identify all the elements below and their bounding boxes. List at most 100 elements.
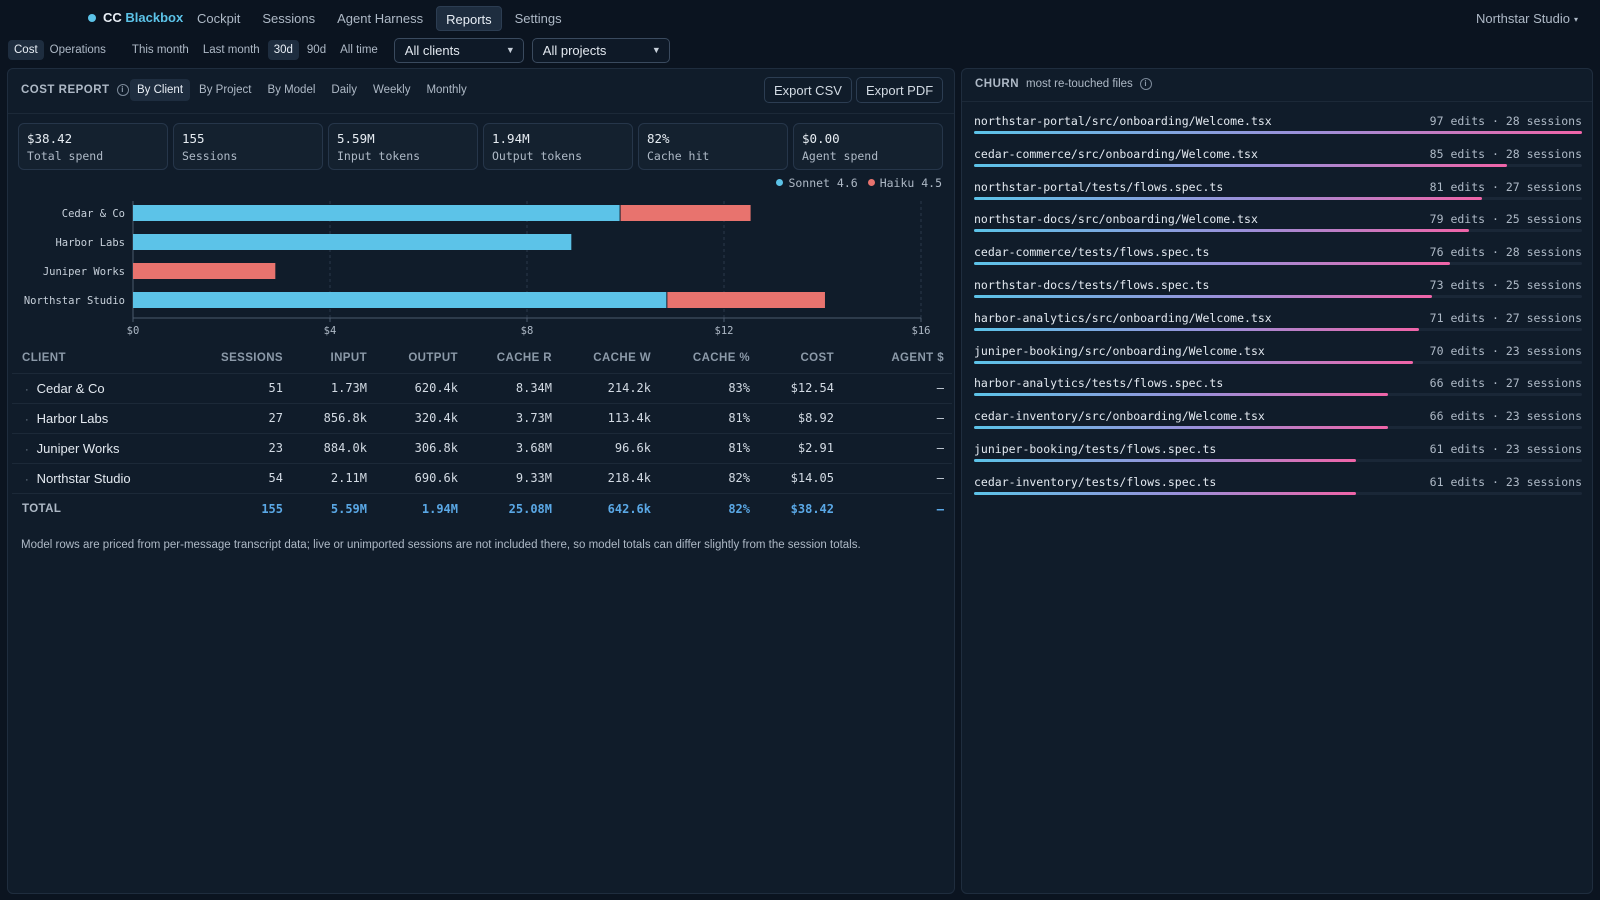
table-cell: 23 xyxy=(187,432,283,463)
range-30d[interactable]: 30d xyxy=(267,40,299,60)
range-this-month[interactable]: This month xyxy=(131,44,189,56)
range-last-month[interactable]: Last month xyxy=(202,44,260,56)
tab-settings[interactable]: Settings xyxy=(514,11,562,26)
x-tick-label: $16 xyxy=(912,325,931,337)
churn-file-row[interactable]: juniper-booking/src/onboarding/Welcome.t… xyxy=(974,343,1582,376)
range-90d[interactable]: 90d xyxy=(306,44,327,56)
column-header[interactable]: INPUT xyxy=(330,351,367,364)
churn-file-path: northstar-docs/src/onboarding/Welcome.ts… xyxy=(974,212,1258,227)
table-cell: 82% xyxy=(651,492,750,525)
churn-file-row[interactable]: northstar-docs/src/onboarding/Welcome.ts… xyxy=(974,211,1582,244)
churn-file-row[interactable]: cedar-commerce/src/onboarding/Welcome.ts… xyxy=(974,146,1582,179)
column-header[interactable]: CACHE W xyxy=(593,351,651,364)
churn-bar-fill xyxy=(974,163,1507,167)
legend-dot-icon xyxy=(776,179,784,186)
y-category-label: Northstar Studio xyxy=(24,295,125,307)
column-header[interactable]: AGENT $ xyxy=(891,351,944,364)
tab-sessions[interactable]: Sessions xyxy=(262,11,316,26)
table-cell: $38.42 xyxy=(750,492,834,525)
table-cell: 81% xyxy=(651,432,750,463)
churn-header: CHURN most re-touched files i xyxy=(962,69,1592,102)
tab-cockpit[interactable]: Cockpit xyxy=(197,11,241,26)
table-cell: $14.05 xyxy=(750,462,834,493)
churn-file-row[interactable]: northstar-portal/src/onboarding/Welcome.… xyxy=(974,113,1582,146)
expand-bullet-icon[interactable]: · xyxy=(25,443,29,456)
stat-value: 1.94M xyxy=(492,131,530,146)
churn-file-row[interactable]: cedar-commerce/tests/flows.spec.ts 76 edi… xyxy=(974,244,1582,277)
churn-file-meta: 61 edits · 23 sessions xyxy=(1429,441,1582,456)
table-row[interactable]: · Cedar & Co 51 1.73M 620.4k 8.34M 214.2k… xyxy=(12,372,952,403)
churn-file-row[interactable]: northstar-docs/tests/flows.spec.ts 73 edi… xyxy=(974,277,1582,310)
column-header[interactable]: SESSIONS xyxy=(221,351,283,364)
client-cell: · Cedar & Co xyxy=(12,372,187,403)
project-select[interactable]: All projects ▼ xyxy=(531,37,670,63)
client-name: Northstar Studio xyxy=(36,470,131,486)
churn-file-row[interactable]: cedar-inventory/tests/flows.spec.ts 61 ed… xyxy=(974,474,1582,507)
column-header[interactable]: COST xyxy=(800,351,834,364)
table-row[interactable]: · Northstar Studio 54 2.11M 690.6k 9.33M … xyxy=(12,462,952,493)
table-row[interactable]: · Juniper Works 23 884.0k 306.8k 3.68M 96… xyxy=(12,432,952,463)
view-by-project[interactable]: By Project xyxy=(199,84,252,96)
view-by-model[interactable]: By Model xyxy=(267,84,316,96)
tab-agent-harness[interactable]: Agent Harness xyxy=(337,11,424,26)
legend-item-haiku: Haiku 4.5 xyxy=(867,176,942,190)
churn-file-row[interactable]: northstar-portal/tests/flows.spec.ts 81 e… xyxy=(974,179,1582,212)
info-icon[interactable]: i xyxy=(1139,78,1152,90)
view-weekly[interactable]: Weekly xyxy=(372,84,411,96)
bar-sonnet-4-6 xyxy=(133,292,667,308)
churn-file-row[interactable]: harbor-analytics/tests/flows.spec.ts 66 e… xyxy=(974,375,1582,408)
expand-bullet-icon[interactable]: · xyxy=(25,383,29,396)
table-cell: — xyxy=(834,372,952,403)
churn-bar-track xyxy=(974,262,1582,266)
bar-sonnet-4-6 xyxy=(133,234,572,250)
table-cell: 642.6k xyxy=(552,492,651,525)
column-header[interactable]: CACHE % xyxy=(692,351,750,364)
view-by-client[interactable]: By Client xyxy=(130,79,191,101)
chevron-down-icon: ▾ xyxy=(1573,15,1578,25)
filter-bar: Cost Operations This month Last month 30… xyxy=(8,37,670,63)
stat-label: Agent spend xyxy=(802,149,879,163)
view-daily[interactable]: Daily xyxy=(331,84,357,96)
column-header[interactable]: CACHE R xyxy=(496,351,552,364)
churn-file-path: juniper-booking/tests/flows.spec.ts xyxy=(974,441,1217,456)
range-all-time[interactable]: All time xyxy=(340,44,378,56)
churn-file-meta: 66 edits · 27 sessions xyxy=(1429,376,1582,391)
stat-value: 155 xyxy=(182,131,205,146)
cost-by-client-chart: $0 $4 $8 $12 $16 Cedar & Co Harbor Labs Juniper… xyxy=(24,201,931,337)
churn-file-row[interactable]: cedar-inventory/src/onboarding/Welcome.t… xyxy=(974,408,1582,441)
table-cell: 54 xyxy=(187,462,283,493)
total-label: TOTAL xyxy=(12,492,187,525)
expand-bullet-icon[interactable]: · xyxy=(25,473,29,486)
table-row[interactable]: · Harbor Labs 27 856.8k 320.4k 3.73M 113.… xyxy=(12,402,952,433)
churn-file-row[interactable]: harbor-analytics/src/onboarding/Welcome.… xyxy=(974,310,1582,343)
table-cell: — xyxy=(834,402,952,433)
stat-value: 82% xyxy=(647,131,670,146)
x-tick-label: $12 xyxy=(715,325,734,337)
stat-label: Total spend xyxy=(27,149,104,163)
churn-file-meta: 76 edits · 28 sessions xyxy=(1429,245,1582,260)
tab-reports[interactable]: Reports xyxy=(436,6,502,31)
brand-logo[interactable]: CC Blackbox xyxy=(88,10,183,25)
table-cell: 3.68M xyxy=(458,432,552,463)
workspace-name: Northstar Studio xyxy=(1476,11,1570,26)
info-icon[interactable]: i xyxy=(116,84,129,96)
table-cell: $8.92 xyxy=(750,402,834,433)
view-monthly[interactable]: Monthly xyxy=(426,84,467,96)
expand-bullet-icon[interactable]: · xyxy=(25,413,29,426)
column-header[interactable]: CLIENT xyxy=(22,351,66,364)
mode-operations[interactable]: Operations xyxy=(49,44,106,56)
client-select[interactable]: All clients ▼ xyxy=(393,37,524,63)
cost-report-title: COST REPORT i xyxy=(21,84,129,96)
main-nav-tabs: Cockpit Sessions Agent Harness Reports S… xyxy=(188,6,571,31)
workspace-switcher[interactable]: Northstar Studio ▾ xyxy=(1476,11,1578,26)
churn-file-meta: 71 edits · 27 sessions xyxy=(1429,310,1582,325)
bar-haiku-4-5 xyxy=(133,263,276,279)
mode-cost[interactable]: Cost xyxy=(8,40,44,60)
table-cell: 8.34M xyxy=(458,372,552,403)
churn-file-row[interactable]: juniper-booking/tests/flows.spec.ts 61 ed… xyxy=(974,441,1582,474)
table-cell: 5.59M xyxy=(283,492,367,525)
export-pdf-button[interactable]: Export PDF xyxy=(856,77,944,103)
column-header[interactable]: OUTPUT xyxy=(408,351,458,364)
table-cell: — xyxy=(834,432,952,463)
export-csv-button[interactable]: Export CSV xyxy=(764,77,852,103)
